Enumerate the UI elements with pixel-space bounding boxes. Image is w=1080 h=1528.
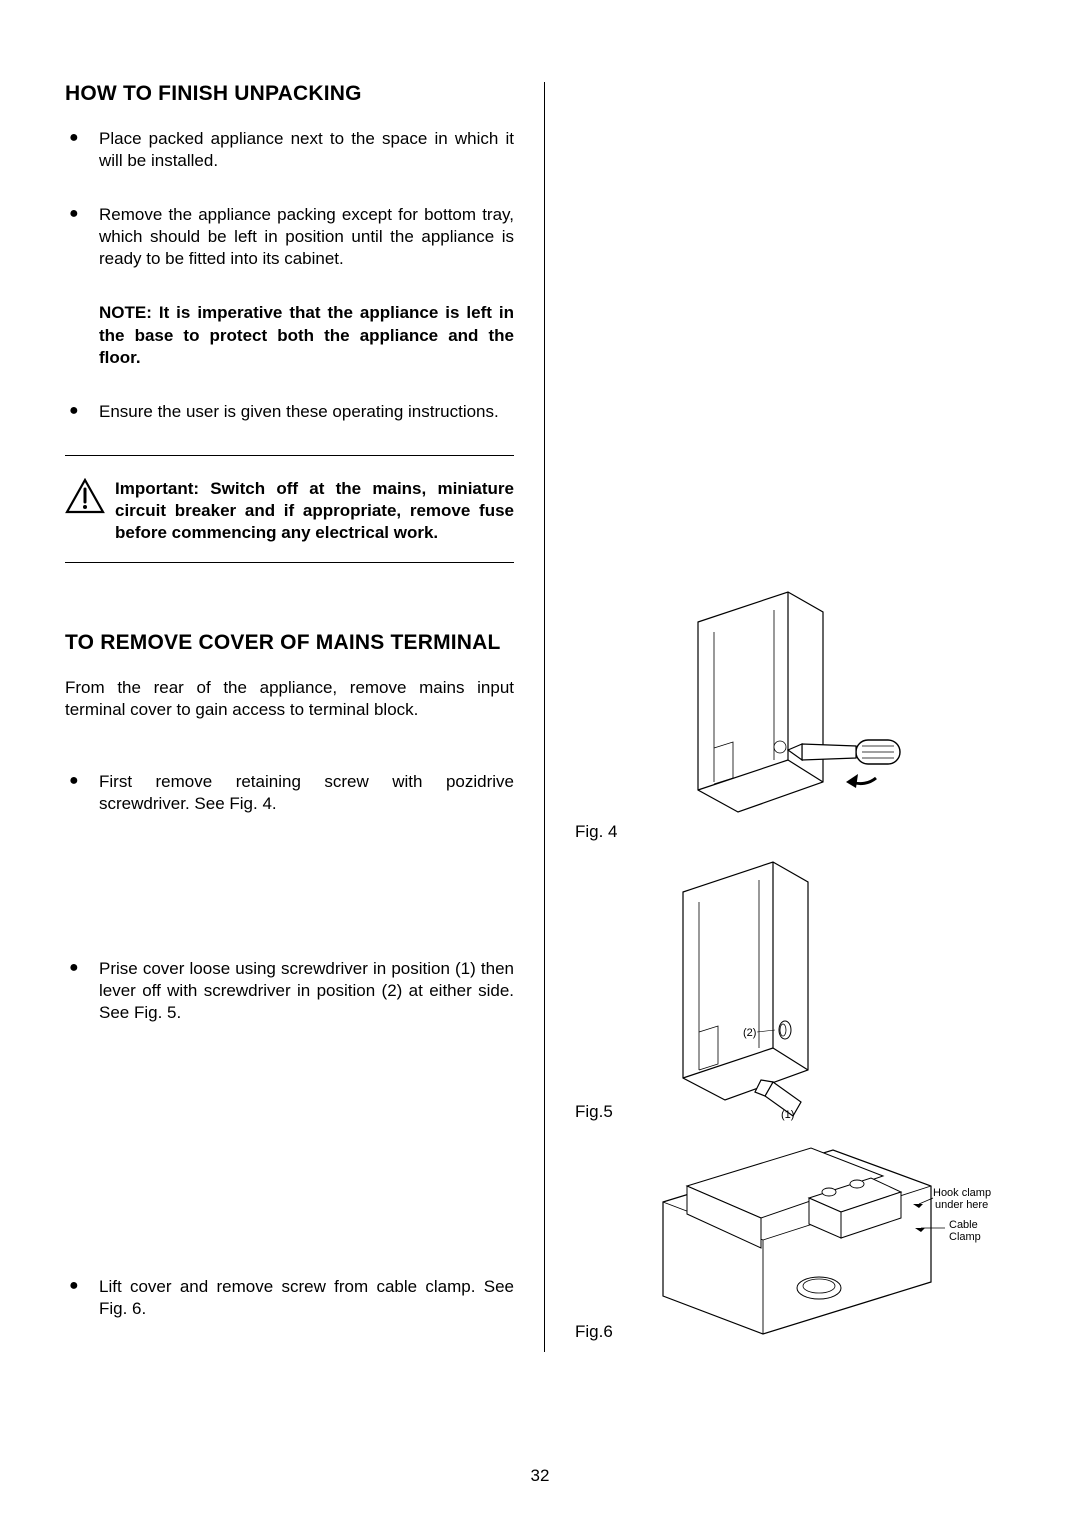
warning-block: Important: Switch off at the mains, mini…	[65, 474, 514, 554]
figure-6-cable-2: Clamp	[949, 1231, 981, 1243]
section-b-bullets: Prise cover loose using screwdriver in p…	[65, 958, 514, 1024]
section-b-bullets: First remove retaining screw with pozidr…	[65, 771, 514, 815]
figure-4-diagram	[628, 582, 918, 842]
section-a-note: NOTE: It is imperative that the applianc…	[65, 302, 514, 368]
figure-5-marker-2: (2)	[743, 1027, 756, 1039]
section-b-bullets: Lift cover and remove screw from cable c…	[65, 1276, 514, 1320]
divider	[65, 455, 514, 456]
figure-6-diagram: Hook clamp under here Cable Clamp	[623, 1142, 993, 1342]
figure-6: Fig.6	[575, 1142, 993, 1342]
divider	[65, 562, 514, 563]
section-a-bullets-2: Ensure the user is given these operating…	[65, 401, 514, 423]
section-b-intro: From the rear of the appliance, remove m…	[65, 677, 514, 721]
page-number: 32	[0, 1466, 1080, 1486]
bullet-item: Lift cover and remove screw from cable c…	[65, 1276, 514, 1320]
figure-6-hook-2: under here	[935, 1199, 988, 1211]
bullet-item: Place packed appliance next to the space…	[65, 128, 514, 172]
figure-6-hook-1: Hook clamp	[933, 1187, 991, 1199]
section-b-heading: TO REMOVE COVER OF MAINS TERMINAL	[65, 631, 514, 655]
bullet-item: First remove retaining screw with pozidr…	[65, 771, 514, 815]
left-column: HOW TO FINISH UNPACKING Place packed app…	[65, 82, 545, 1352]
figure-4: Fig. 4	[575, 582, 918, 842]
warning-icon	[65, 478, 105, 519]
section-a-bullets-1: Place packed appliance next to the space…	[65, 128, 514, 270]
figure-6-cable-1: Cable	[949, 1219, 978, 1231]
bullet-item: Ensure the user is given these operating…	[65, 401, 514, 423]
warning-text: Important: Switch off at the mains, mini…	[115, 478, 514, 544]
figure-4-label: Fig. 4	[575, 822, 618, 842]
section-a-heading: HOW TO FINISH UNPACKING	[65, 82, 514, 106]
figure-5-diagram: (1) (2)	[623, 852, 863, 1122]
bullet-item: Remove the appliance packing except for …	[65, 204, 514, 270]
figure-5-marker-1: (1)	[781, 1109, 794, 1121]
bullet-item: Prise cover loose using screwdriver in p…	[65, 958, 514, 1024]
figure-5: Fig.5 (1) (2)	[575, 852, 863, 1122]
figure-5-label: Fig.5	[575, 1102, 613, 1122]
figure-6-label: Fig.6	[575, 1322, 613, 1342]
right-column: Fig. 4	[575, 82, 1015, 1352]
